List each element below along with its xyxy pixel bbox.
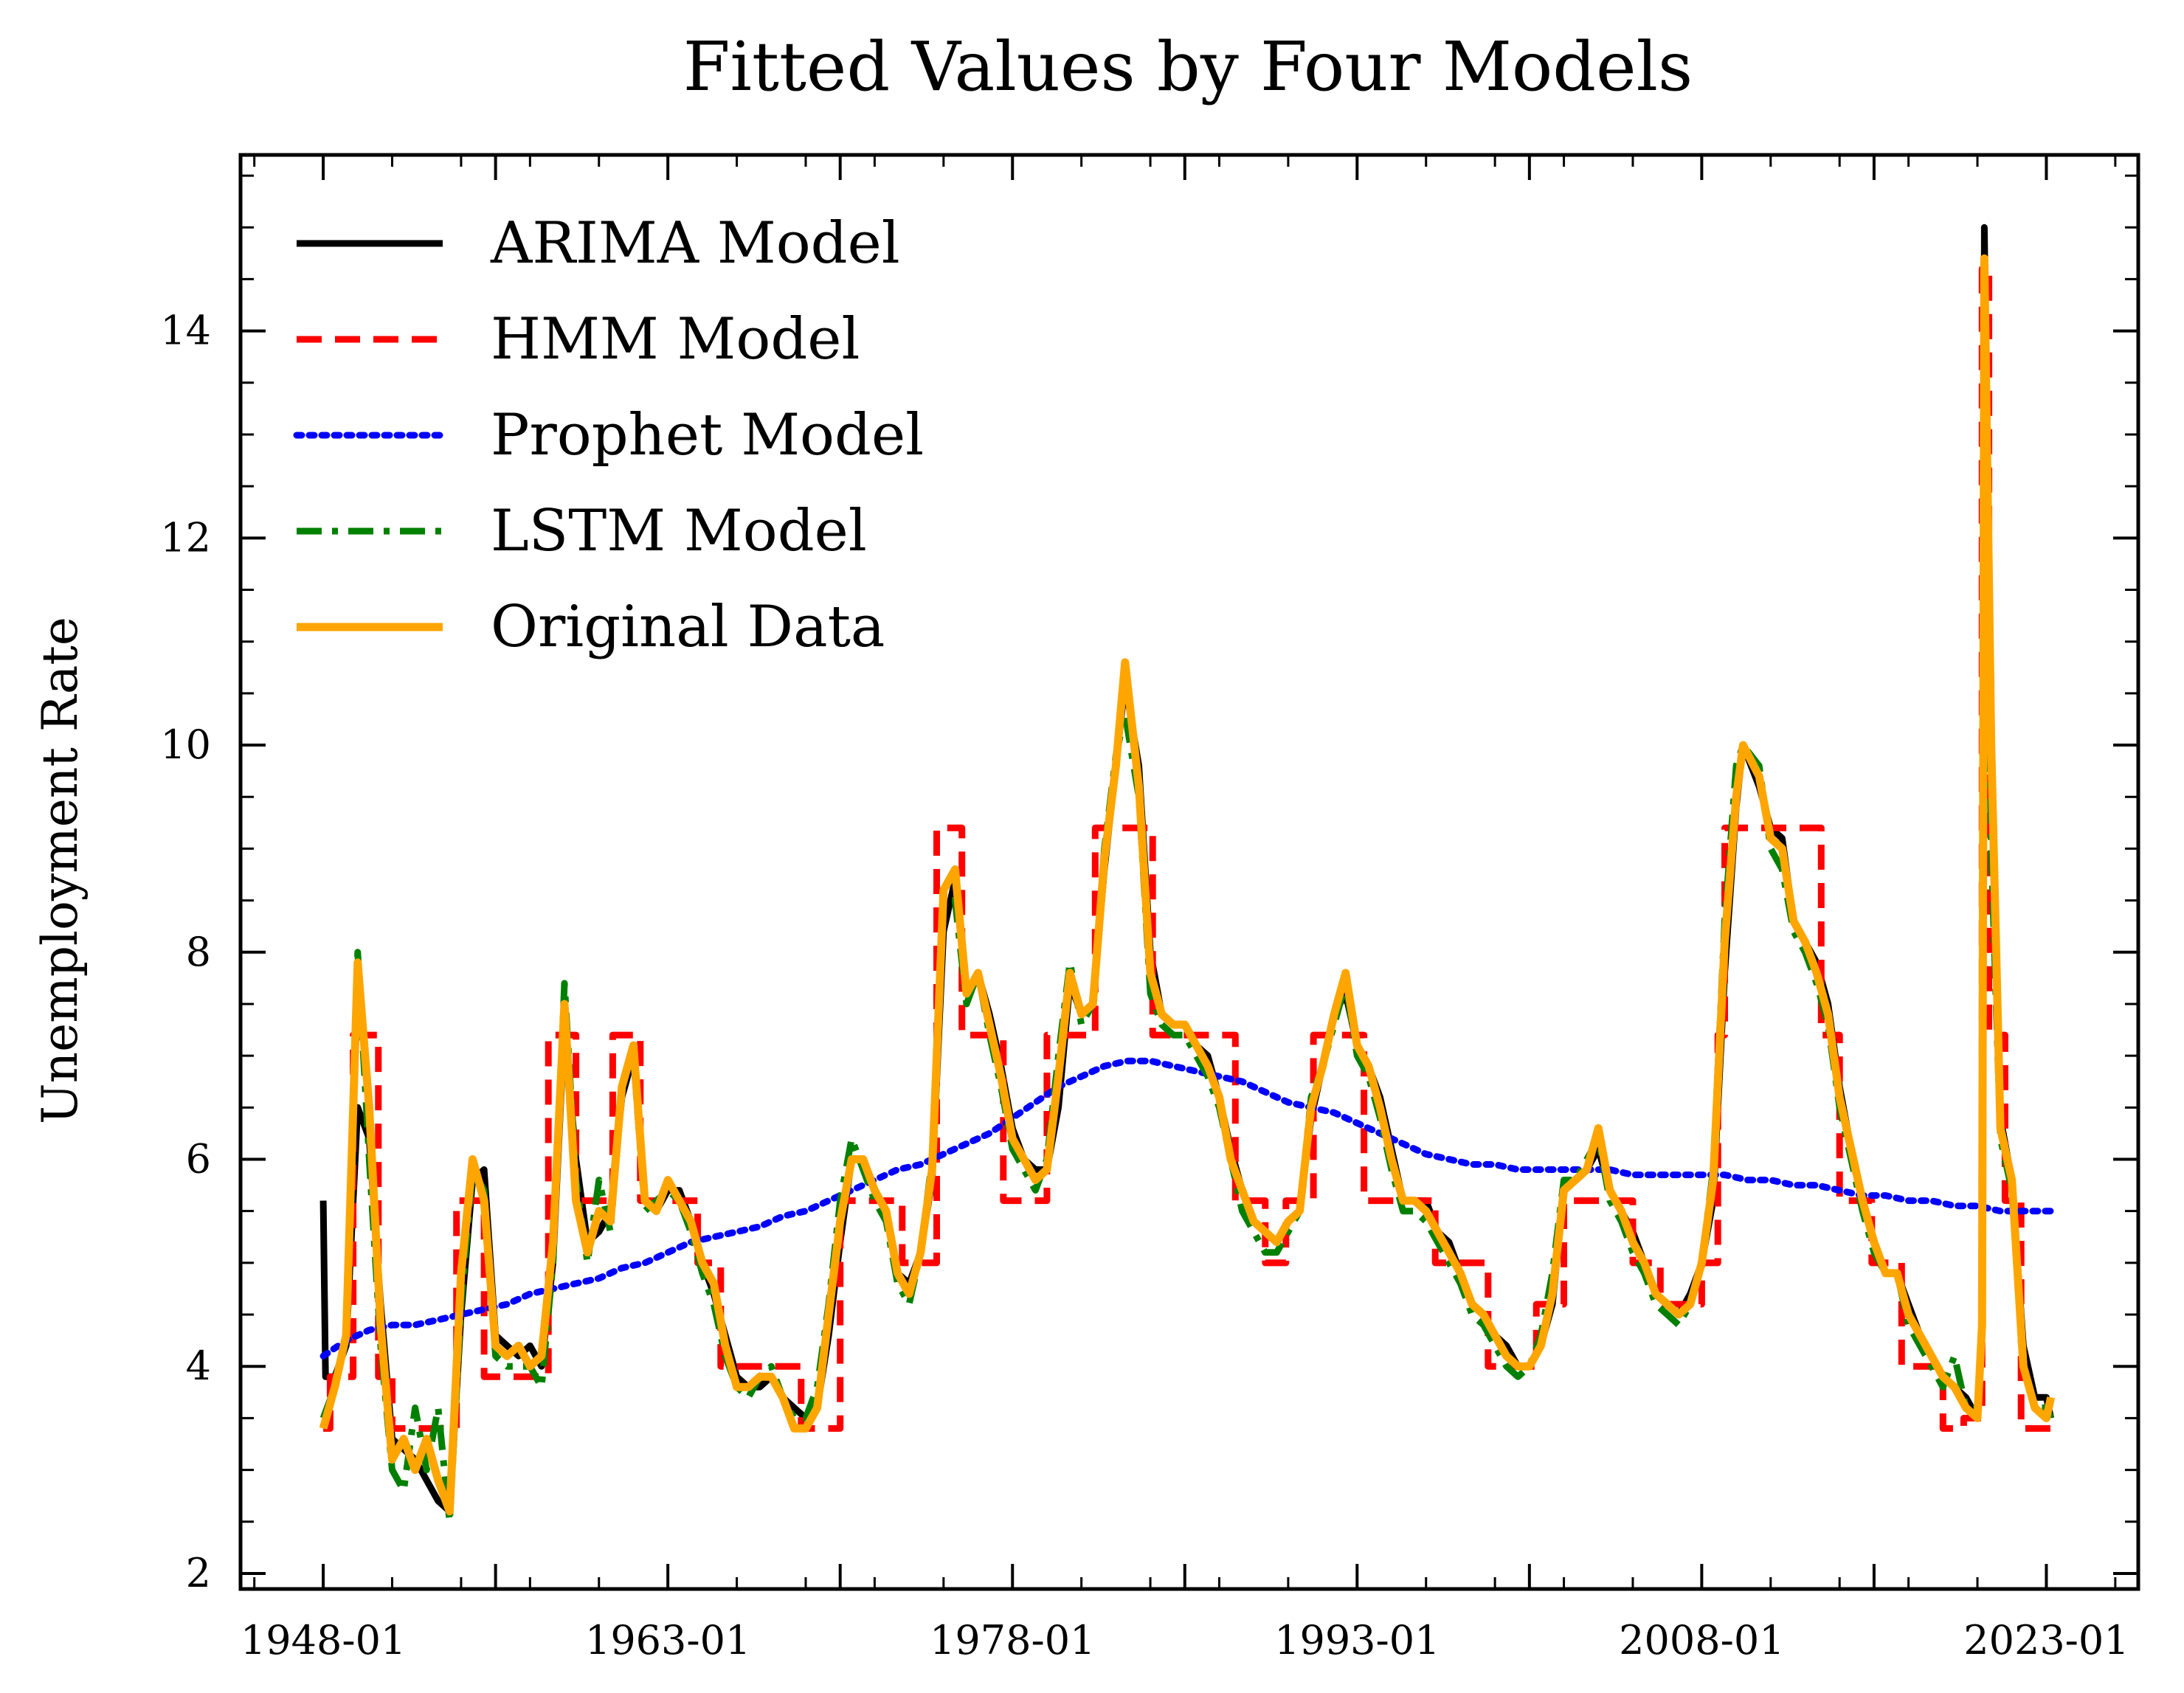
- legend-label-hmm-model: HMM Model: [491, 306, 860, 373]
- y-tick-label: 10: [160, 721, 211, 768]
- y-axis-label: Unemployment Rate: [32, 617, 89, 1124]
- x-tick-label: 2008-01: [1619, 1617, 1784, 1663]
- y-tick-label: 6: [186, 1136, 211, 1183]
- axes: 2 4 6 8 10 12 14 1948-01 1963-01 1978-01 1993-01 20…: [160, 153, 2140, 1663]
- y-tick-label: 8: [186, 929, 211, 975]
- plot-frame: [238, 153, 2140, 1591]
- legend: ARIMA Model HMM Model Prophet Model LSTM Mo…: [293, 210, 924, 660]
- x-tick-label: 1993-01: [1274, 1617, 1440, 1663]
- plot-lines: [319, 224, 2056, 1526]
- y-tick-label: 4: [186, 1343, 211, 1389]
- x-tick-label: 1963-01: [585, 1617, 750, 1663]
- y-tick-label: 2: [186, 1550, 211, 1596]
- legend-label-arima-model: ARIMA Model: [490, 210, 900, 277]
- series-line-prophet-model: [319, 1057, 2055, 1360]
- series-line-original-data: [319, 254, 2056, 1516]
- y-tick-label: 12: [160, 514, 211, 561]
- y-tick-label: 14: [160, 308, 211, 354]
- x-tick-label: 1978-01: [930, 1617, 1095, 1663]
- x-tick-label: 1948-01: [241, 1617, 406, 1663]
- legend-label-prophet-model: Prophet Model: [491, 402, 924, 468]
- legend-label-lstm-model: LSTM Model: [491, 498, 867, 564]
- x-tick-label: 2023-01: [1963, 1617, 2129, 1663]
- legend-label-original-data: Original Data: [491, 594, 885, 660]
- chart-title: Fitted Values by Four Models: [683, 27, 1693, 106]
